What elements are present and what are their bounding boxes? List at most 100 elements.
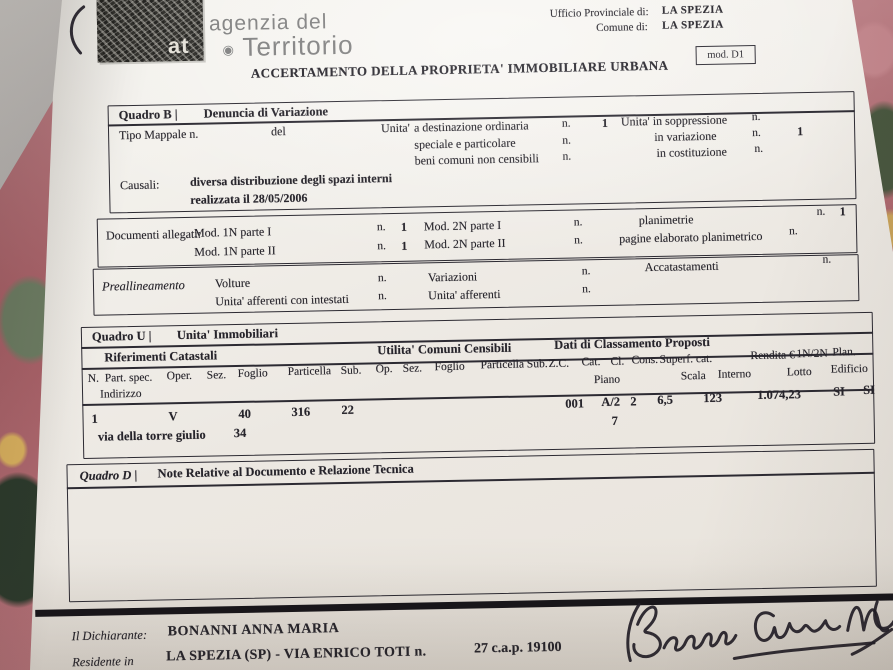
dest-ordinaria-label: a destinazione ordinaria	[413, 118, 529, 135]
quadro-b-box: Quadro B | Denuncia di Variazione Tipo M…	[107, 91, 857, 214]
residente-label: Residente in	[72, 654, 134, 670]
planimetrie-label: planimetrie	[638, 212, 694, 228]
col-foglio: Foglio	[237, 367, 268, 381]
row-indirizzo: via della torre giulio	[97, 427, 206, 444]
quadro-b-label: Quadro B |	[118, 107, 178, 123]
col-piano: Piano	[593, 373, 621, 387]
variazioni-n-label: n.	[581, 265, 591, 278]
col-sez2: Sez.	[402, 362, 423, 375]
col-n: N.	[87, 372, 100, 385]
quadro-u-label: Quadro U |	[91, 328, 152, 344]
col-cat: Cat.	[581, 356, 601, 369]
in-variazione-count: 1	[797, 124, 804, 139]
col-sez: Sez.	[206, 369, 227, 382]
row-cl: 2	[630, 394, 637, 409]
civico-cap-value: 27 c.a.p. 19100	[473, 639, 562, 657]
unita-soppressione-label: Unita' in soppressione	[620, 112, 728, 129]
causali-label: Causali:	[119, 177, 160, 193]
quadro-d-label: Quadro D |	[79, 467, 138, 484]
col-zc: Z.C.	[548, 357, 570, 371]
col-superf: Superf. cat.	[659, 352, 713, 366]
mod-1n-parte1-count: 1	[400, 219, 408, 234]
logo-letters: at	[167, 32, 190, 59]
in-variazione-n-label: n.	[752, 126, 761, 140]
mod-d1-box: mod. D1	[695, 45, 756, 66]
quadro-u-colheader-line	[82, 388, 875, 406]
speciale-n-label: n.	[562, 134, 572, 147]
col-scala: Scala	[680, 370, 706, 383]
col-op: Op.	[375, 363, 393, 376]
row-oper: V	[168, 409, 178, 424]
col-rendita: Rendita €	[750, 349, 795, 363]
planimetrie-n-left-label: n.	[573, 216, 583, 229]
mod-d1-label: mod. D1	[707, 49, 745, 61]
quadro-b-title: Denuncia di Variazione	[203, 104, 329, 121]
speciale-label: speciale e particolare	[414, 135, 516, 152]
accatastamenti-n-label: n.	[822, 253, 832, 266]
pen-mark-icon	[70, 5, 86, 55]
unita-afferenti-intestati-n-label: n.	[378, 290, 387, 303]
row-cons: 6,5	[657, 392, 674, 407]
planimetrie-count: 1	[839, 204, 846, 219]
col-particella: Particella	[287, 365, 332, 379]
variazioni-label: Variazioni	[427, 269, 478, 285]
quadro-u-box: Quadro U | Unita' Immobiliari Riferiment…	[80, 311, 876, 459]
col-foglio2: Foglio	[434, 360, 465, 374]
residente-value: LA SPEZIA (SP) - VIA ENRICO TOTI n.	[165, 644, 427, 665]
quadro-u-title: Unita' Immobiliari	[176, 326, 279, 343]
mod-2n-parte2-label: Mod. 2N parte II	[424, 235, 506, 252]
dest-ordinaria-count: 1	[601, 115, 609, 130]
mod-1n-parte2-label: Mod. 1N parte II	[194, 243, 276, 259]
row-sub: 22	[341, 402, 355, 418]
unita-label: Unita'	[380, 120, 410, 136]
row-rendita: 1.074,23	[757, 387, 802, 403]
quadro-d-notes-area	[68, 473, 876, 601]
del-label: del	[270, 124, 286, 139]
dichiarante-label: Il Dichiarante:	[71, 627, 148, 644]
col-lotto: Lotto	[786, 365, 812, 379]
row-particella: 316	[291, 404, 311, 419]
tipo-mappale-label: Tipo Mappale n.	[118, 126, 199, 143]
signature	[626, 599, 893, 663]
mod-1n-parte2-n-label: n.	[377, 240, 387, 253]
planimetrie-n-label: n.	[816, 205, 826, 218]
volture-label: Volture	[214, 275, 251, 291]
row-civico: 34	[233, 425, 247, 441]
col-indirizzo: Indirizzo	[99, 387, 142, 401]
documenti-label: Documenti allegati:	[105, 226, 202, 243]
dichiarante-name: BONANNI ANNA MARIA	[167, 621, 340, 640]
group-riferimenti-catastali: Riferimenti Catastali	[104, 348, 218, 365]
accatastamenti-label: Accatastamenti	[644, 258, 719, 275]
in-variazione-label: in variazione	[654, 128, 717, 144]
unita-afferenti-label: Unita' afferenti	[428, 286, 501, 303]
col-particella-sub2: Particella Sub.	[480, 358, 548, 372]
group-dati-classamento: Dati di Classamento Proposti	[554, 334, 711, 352]
comune-value: LA SPEZIA	[661, 18, 724, 32]
col-1n2n: 1N/2N	[796, 347, 828, 361]
row-superf: 123	[703, 390, 723, 406]
dest-ordinaria-n-label: n.	[561, 117, 571, 130]
row-n: 1	[91, 411, 98, 426]
causali-line2: realizzata il 28/05/2006	[190, 190, 308, 207]
mod-1n-parte1-n-label: n.	[376, 221, 386, 234]
quadro-d-box: Quadro D | Note Relative al Documento e …	[66, 448, 877, 603]
unita-afferenti-n-label: n.	[582, 283, 591, 296]
quadro-d-title: Note Relative al Documento e Relazione T…	[157, 461, 414, 481]
unita-afferenti-intestati-label: Unita' afferenti con intestati	[215, 291, 349, 309]
row-cat: A/2	[601, 394, 621, 410]
col-interno: Interno	[717, 368, 752, 381]
agenzia-territorio-logo: at	[96, 0, 204, 63]
agency-name-line2: Territorio	[242, 29, 354, 62]
territorio-emblem-icon: ◉	[222, 42, 234, 58]
mod-1n-parte2-count: 1	[401, 238, 408, 253]
comune-label: Comune di:	[596, 21, 648, 35]
col-oper: Oper.	[166, 369, 193, 383]
col-part-spec: Part. spec.	[104, 371, 153, 385]
row-plan: SI	[862, 382, 876, 398]
col-edificio: Edificio	[830, 362, 868, 376]
col-plan: Plan.	[832, 346, 856, 359]
col-cons: Cons.	[631, 353, 659, 367]
row-1n2n: SI	[833, 384, 846, 399]
pagine-n-left-label: n.	[574, 234, 583, 247]
group-utilita-comuni: Utilita' Comuni Censibili	[377, 340, 512, 358]
